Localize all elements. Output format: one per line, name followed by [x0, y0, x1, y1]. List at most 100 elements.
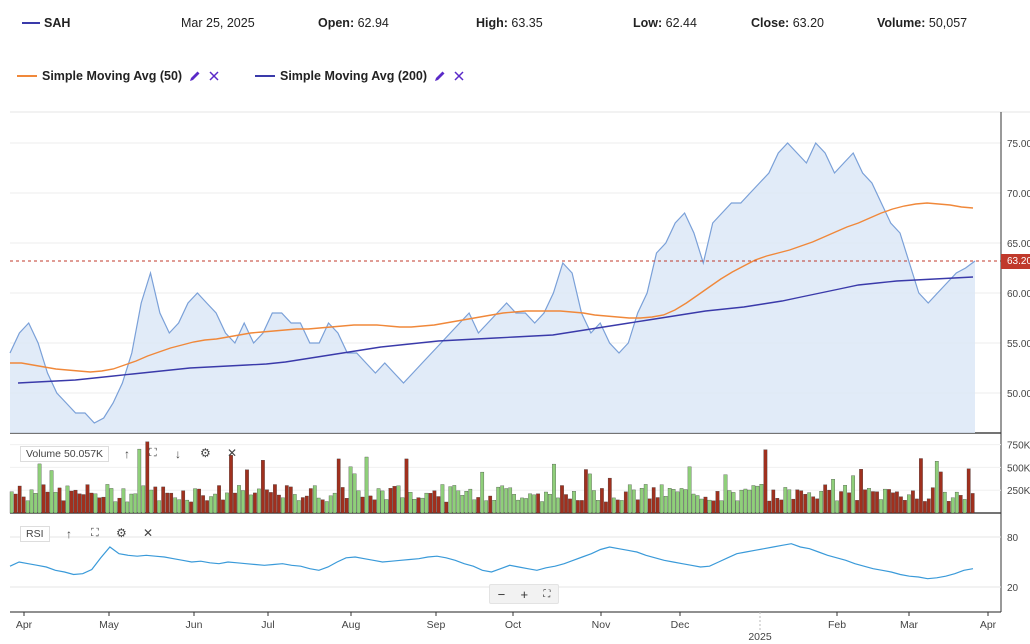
- volume-bar: [544, 491, 548, 514]
- last-price-tag: 63.20: [1001, 254, 1030, 269]
- volume-bar: [556, 497, 560, 514]
- sma50-label: Simple Moving Avg (50): [42, 69, 183, 83]
- volume-bar: [763, 449, 768, 514]
- volume-bar: [934, 461, 939, 514]
- volume-move-down-icon[interactable]: ↓: [175, 447, 181, 461]
- volume-bar: [807, 492, 812, 514]
- open-value: 62.94: [357, 16, 389, 30]
- volume-bar: [524, 498, 528, 514]
- volume-bar: [153, 486, 158, 514]
- rsi-close-icon[interactable]: ✕: [143, 526, 154, 540]
- price-tick-label: 65.00: [1007, 239, 1030, 250]
- volume-bar: [476, 497, 481, 514]
- volume-bar: [316, 497, 321, 514]
- volume-bar: [185, 499, 190, 514]
- volume-bar: [173, 497, 178, 514]
- volume-pane-label[interactable]: Volume 50.057K: [20, 446, 110, 462]
- volume-bar: [149, 489, 154, 514]
- volume-bar: [21, 496, 26, 514]
- volume-bar: [950, 497, 955, 514]
- volume-bar: [109, 488, 114, 514]
- volume-bar: [380, 490, 385, 514]
- volume-bar: [137, 448, 142, 514]
- volume-bar: [611, 497, 616, 514]
- rsi-pane-label[interactable]: RSI: [20, 526, 50, 542]
- zoom-out-button[interactable]: −: [497, 586, 506, 602]
- time-tick-label: Apr: [980, 619, 997, 631]
- volume-bar: [141, 485, 146, 514]
- volume-bar: [548, 494, 552, 514]
- rsi-move-up-icon[interactable]: ↑: [66, 527, 72, 541]
- volume-field: Volume: 50,057: [877, 16, 967, 30]
- zoom-fit-button[interactable]: ⛶: [543, 588, 551, 600]
- volume-bar: [105, 484, 110, 514]
- volume-bar: [919, 458, 923, 514]
- volume-bar: [201, 495, 205, 514]
- volume-bar: [253, 492, 257, 514]
- volume-bar: [799, 490, 804, 514]
- volume-label: Volume:: [877, 16, 926, 30]
- volume-bar: [97, 497, 102, 514]
- volume-bar: [17, 485, 22, 514]
- sma50-legend[interactable]: Simple Moving Avg (50): [17, 69, 219, 83]
- sma200-legend[interactable]: Simple Moving Avg (200): [255, 69, 464, 83]
- volume-bar: [281, 497, 285, 514]
- remove-sma200-close-icon[interactable]: [454, 71, 464, 81]
- volume-bar: [703, 496, 708, 514]
- volume-bar: [835, 500, 839, 514]
- volume-bar: [237, 485, 241, 514]
- volume-bar: [715, 491, 720, 514]
- price-area-fill: [10, 143, 975, 433]
- volume-bar: [879, 499, 883, 514]
- volume-bar: [205, 500, 209, 514]
- volume-bar: [619, 500, 624, 514]
- indicator-legend: Simple Moving Avg (50) Simple Moving Avg…: [0, 69, 1030, 85]
- volume-bar: [699, 498, 704, 514]
- rsi-line: [9, 543, 974, 580]
- volume-bar: [284, 485, 289, 514]
- rsi-maximize-icon[interactable]: ⛶: [91, 527, 99, 539]
- volume-bar: [181, 490, 186, 514]
- volume-bar: [631, 489, 636, 514]
- volume-bar: [731, 492, 736, 514]
- volume-bar: [412, 499, 417, 514]
- volume-bar: [13, 493, 18, 514]
- edit-sma50-pencil-icon[interactable]: [189, 70, 201, 82]
- volume-bar: [651, 487, 656, 514]
- volume-bar: [954, 491, 959, 514]
- volume-bar: [966, 468, 971, 514]
- volume-bar: [296, 500, 301, 514]
- volume-bar: [89, 492, 94, 514]
- volume-settings-gear-icon[interactable]: ⚙: [200, 446, 211, 460]
- volume-close-icon[interactable]: ✕: [227, 446, 238, 460]
- volume-bar: [372, 499, 377, 514]
- symbol-legend[interactable]: SAH: [22, 16, 70, 30]
- volume-move-up-icon[interactable]: ↑: [124, 447, 130, 461]
- volume-bar: [787, 489, 792, 514]
- volume-bar: [639, 488, 644, 514]
- volume-bar: [460, 495, 465, 514]
- remove-sma50-close-icon[interactable]: [209, 71, 219, 81]
- edit-sma200-pencil-icon[interactable]: [434, 70, 446, 82]
- volume-bar: [304, 495, 309, 514]
- volume-bar: [37, 463, 42, 514]
- volume-bar: [101, 496, 106, 514]
- volume-bar: [269, 492, 273, 514]
- open-label: Open:: [318, 16, 355, 30]
- volume-bar: [113, 501, 118, 514]
- volume-bar: [432, 490, 437, 514]
- zoom-in-button[interactable]: +: [520, 586, 529, 602]
- time-tick-label: Jul: [261, 619, 274, 631]
- volume-bar: [492, 500, 497, 514]
- volume-bar: [803, 494, 808, 514]
- volume-bar: [189, 501, 193, 514]
- volume-maximize-icon[interactable]: ⛶: [149, 447, 157, 459]
- volume-bar: [249, 494, 253, 514]
- time-tick-label: Aug: [342, 619, 361, 631]
- rsi-settings-gear-icon[interactable]: ⚙: [116, 526, 127, 540]
- volume-bar: [572, 491, 576, 514]
- volume-bar: [779, 499, 784, 514]
- volume-bar: [213, 493, 217, 514]
- open-field: Open: 62.94: [318, 16, 389, 30]
